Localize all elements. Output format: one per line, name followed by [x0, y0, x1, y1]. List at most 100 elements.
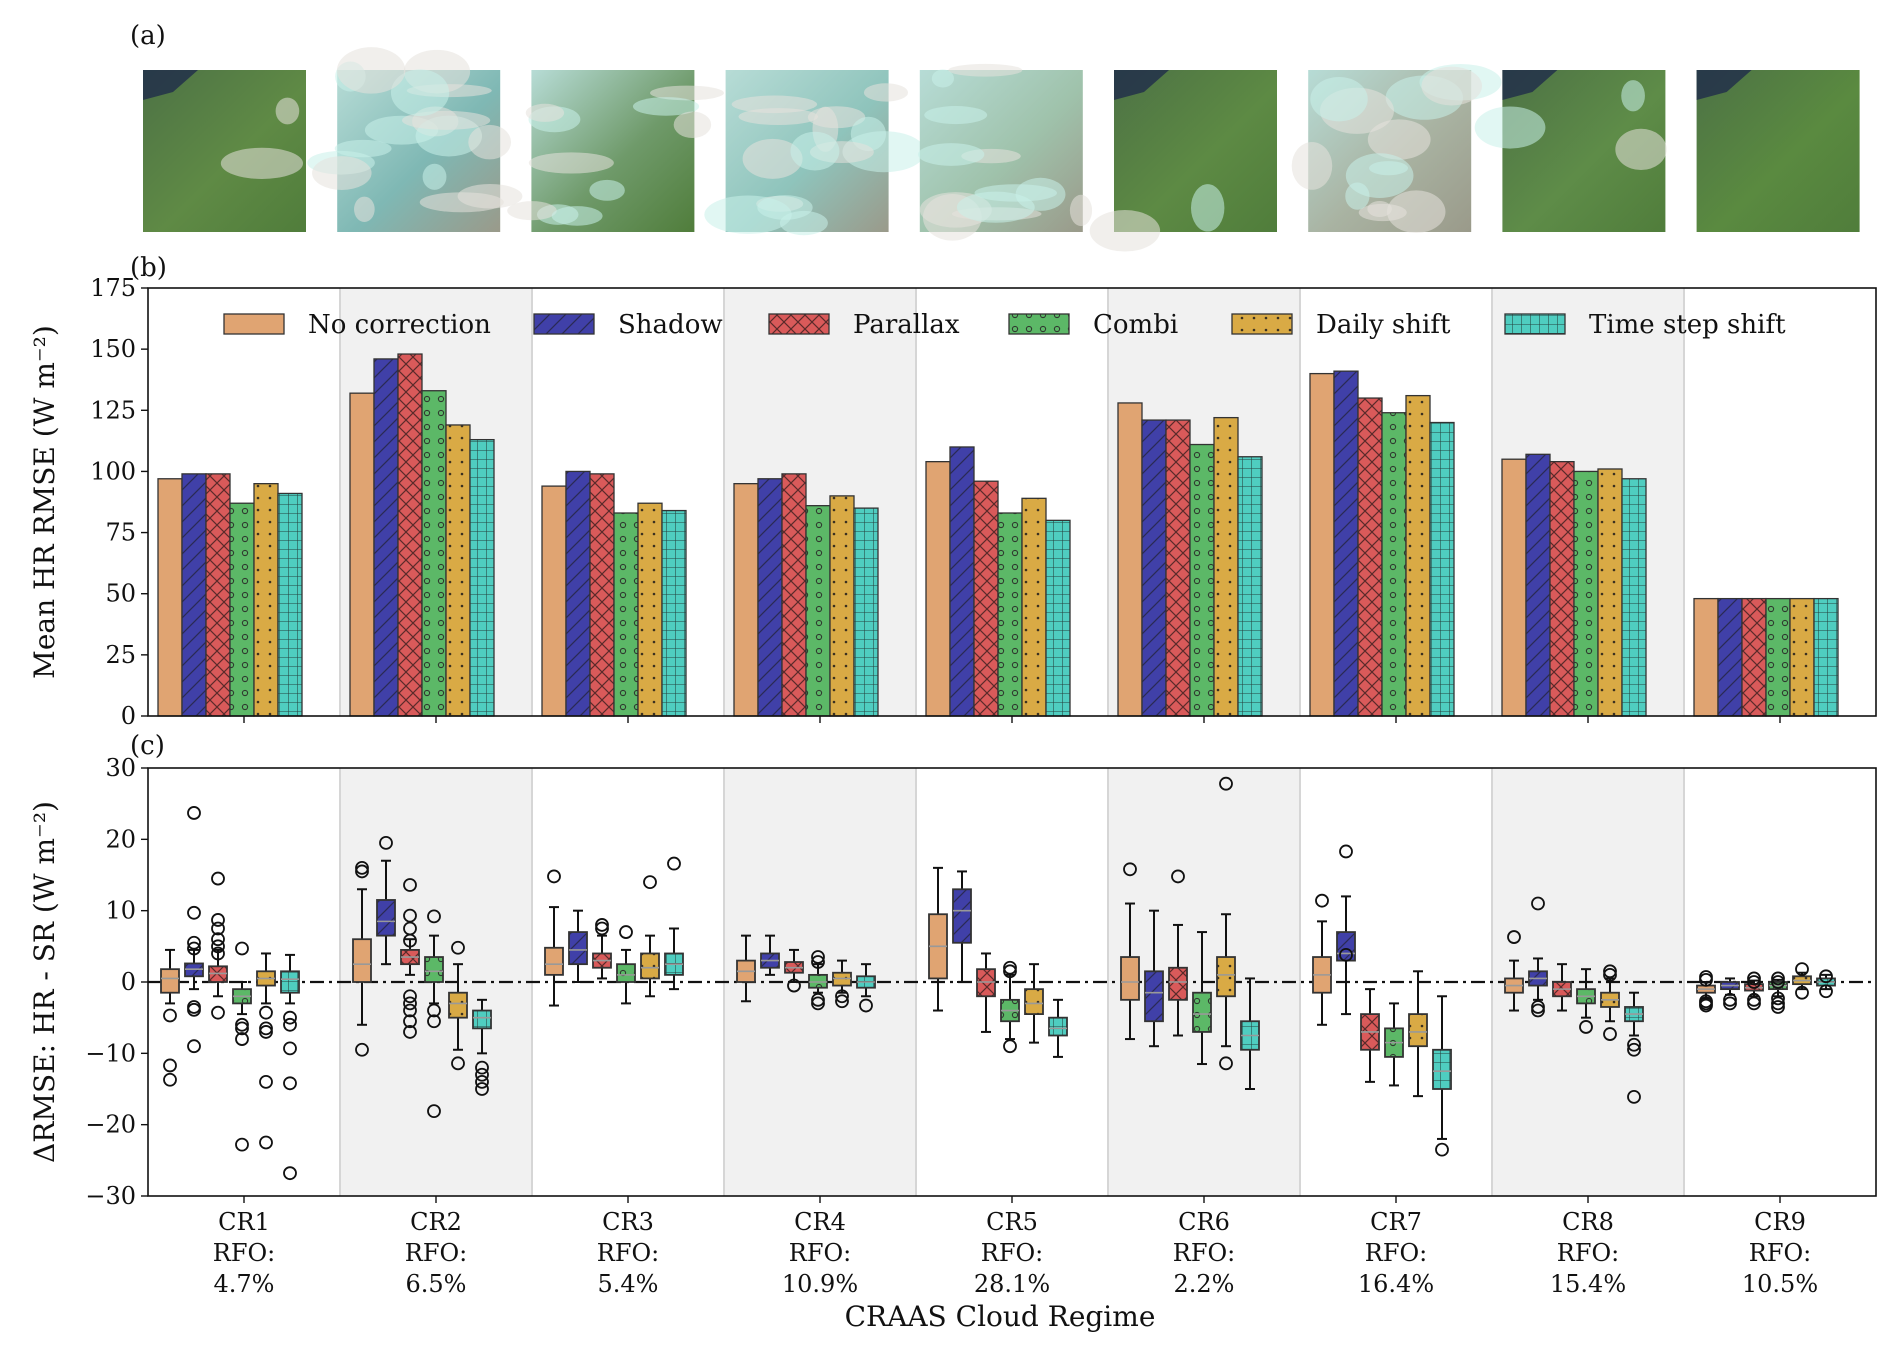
outlier-point [1771, 975, 1785, 989]
box-body [1408, 1013, 1428, 1048]
outlier-point [187, 806, 201, 820]
outlier-point [643, 875, 657, 890]
bar [349, 392, 375, 717]
outlier-point [283, 1076, 297, 1091]
box [1048, 998, 1068, 1058]
box [352, 860, 372, 1057]
outlier-point [1795, 985, 1809, 1000]
outlier-point [451, 940, 465, 955]
outlier-point [835, 989, 849, 1004]
box [1768, 971, 1788, 1014]
outlier-point [235, 1017, 249, 1032]
outlier-point [1747, 971, 1761, 986]
box-body [424, 956, 444, 983]
bar [541, 485, 567, 717]
bar-chart-panel: 0 25 50 75 100 125 150 175 No correction Shadow P… [28, 274, 1877, 730]
outlier-point [403, 933, 417, 948]
box [448, 940, 468, 1071]
x-tick-label: RFO: [1557, 1239, 1619, 1267]
outlier-point [1339, 947, 1353, 962]
outlier-point [283, 1010, 297, 1025]
y-tick-label: −10 [85, 1039, 136, 1067]
outlier-point [1771, 996, 1785, 1011]
bar [565, 470, 591, 717]
outlier-point [547, 869, 561, 884]
outlier-point [1003, 1039, 1017, 1054]
box-body [616, 963, 636, 983]
box [1024, 963, 1044, 1044]
bar [1045, 519, 1071, 717]
x-tick-label: CR8 [1562, 1208, 1614, 1236]
outlier-point [1771, 1000, 1785, 1014]
box [784, 948, 804, 993]
box [760, 934, 780, 976]
y-tick-label: 175 [90, 274, 136, 302]
bar [445, 424, 471, 717]
outlier-point [427, 1014, 441, 1029]
outlier-point [1819, 969, 1833, 984]
legend-swatch [223, 313, 285, 335]
box [208, 871, 228, 1020]
y-tick-label: −30 [85, 1182, 136, 1210]
bar [853, 507, 879, 717]
outlier-point [595, 921, 609, 936]
legend-swatch [533, 313, 595, 335]
legend-label: No correction [308, 310, 491, 340]
bar [589, 473, 615, 717]
box [1720, 977, 1740, 1011]
y-tick-label: 0 [121, 702, 136, 730]
outlier-point [1435, 1142, 1449, 1157]
panel-label-b: (b) [130, 253, 167, 283]
outlier-point [1771, 991, 1785, 1006]
thumbnail-cr8 [1474, 70, 1667, 232]
outlier-point [1627, 1037, 1641, 1052]
y-tick-label: 100 [90, 457, 136, 485]
outlier-point [811, 950, 825, 964]
box [1744, 971, 1764, 1011]
box [376, 836, 396, 966]
outlier-point [211, 939, 225, 954]
outlier-point [1699, 972, 1713, 987]
bar [1357, 397, 1383, 717]
legend-label: Combi [1093, 310, 1178, 340]
outlier-point [187, 905, 201, 920]
outlier-point [235, 1137, 249, 1152]
bar [1405, 394, 1431, 717]
box-body [1192, 991, 1212, 1033]
outlier-point [859, 998, 873, 1013]
bar [781, 473, 807, 717]
outlier-point [1603, 1027, 1617, 1041]
bar [205, 473, 231, 717]
bar [397, 353, 423, 717]
panel-label-c: (c) [130, 731, 165, 761]
y-tick-label: 20 [105, 825, 136, 853]
box [1816, 969, 1836, 999]
outlier-point [427, 1003, 441, 1018]
outlier-point [1603, 967, 1617, 982]
x-tick-label: 4.7% [214, 1270, 275, 1298]
legend-item: Time step shift [1504, 310, 1786, 340]
x-tick-label: CR9 [1754, 1208, 1806, 1236]
outlier-point [355, 1042, 369, 1057]
y-tick-label: 30 [105, 754, 136, 782]
x-tick-label: RFO: [213, 1239, 275, 1267]
outlier-point [1507, 930, 1521, 944]
outlier-point [1819, 984, 1833, 999]
legend-item: Shadow [533, 310, 723, 340]
box [592, 918, 612, 980]
box [424, 909, 444, 1119]
legend-item: Daily shift [1231, 310, 1451, 340]
legend-label: Parallax [853, 310, 960, 340]
outlier-point [187, 1039, 201, 1054]
box [1528, 896, 1548, 1018]
box [976, 952, 996, 1033]
outlier-point [259, 1025, 273, 1039]
box [568, 909, 588, 983]
bar [1237, 456, 1263, 717]
box [1576, 968, 1596, 1034]
outlier-point [1771, 971, 1785, 986]
outlier-point [427, 909, 441, 924]
box-body [1024, 988, 1044, 1016]
bar [1741, 597, 1767, 717]
x-tick-label: 28.1% [974, 1270, 1050, 1298]
